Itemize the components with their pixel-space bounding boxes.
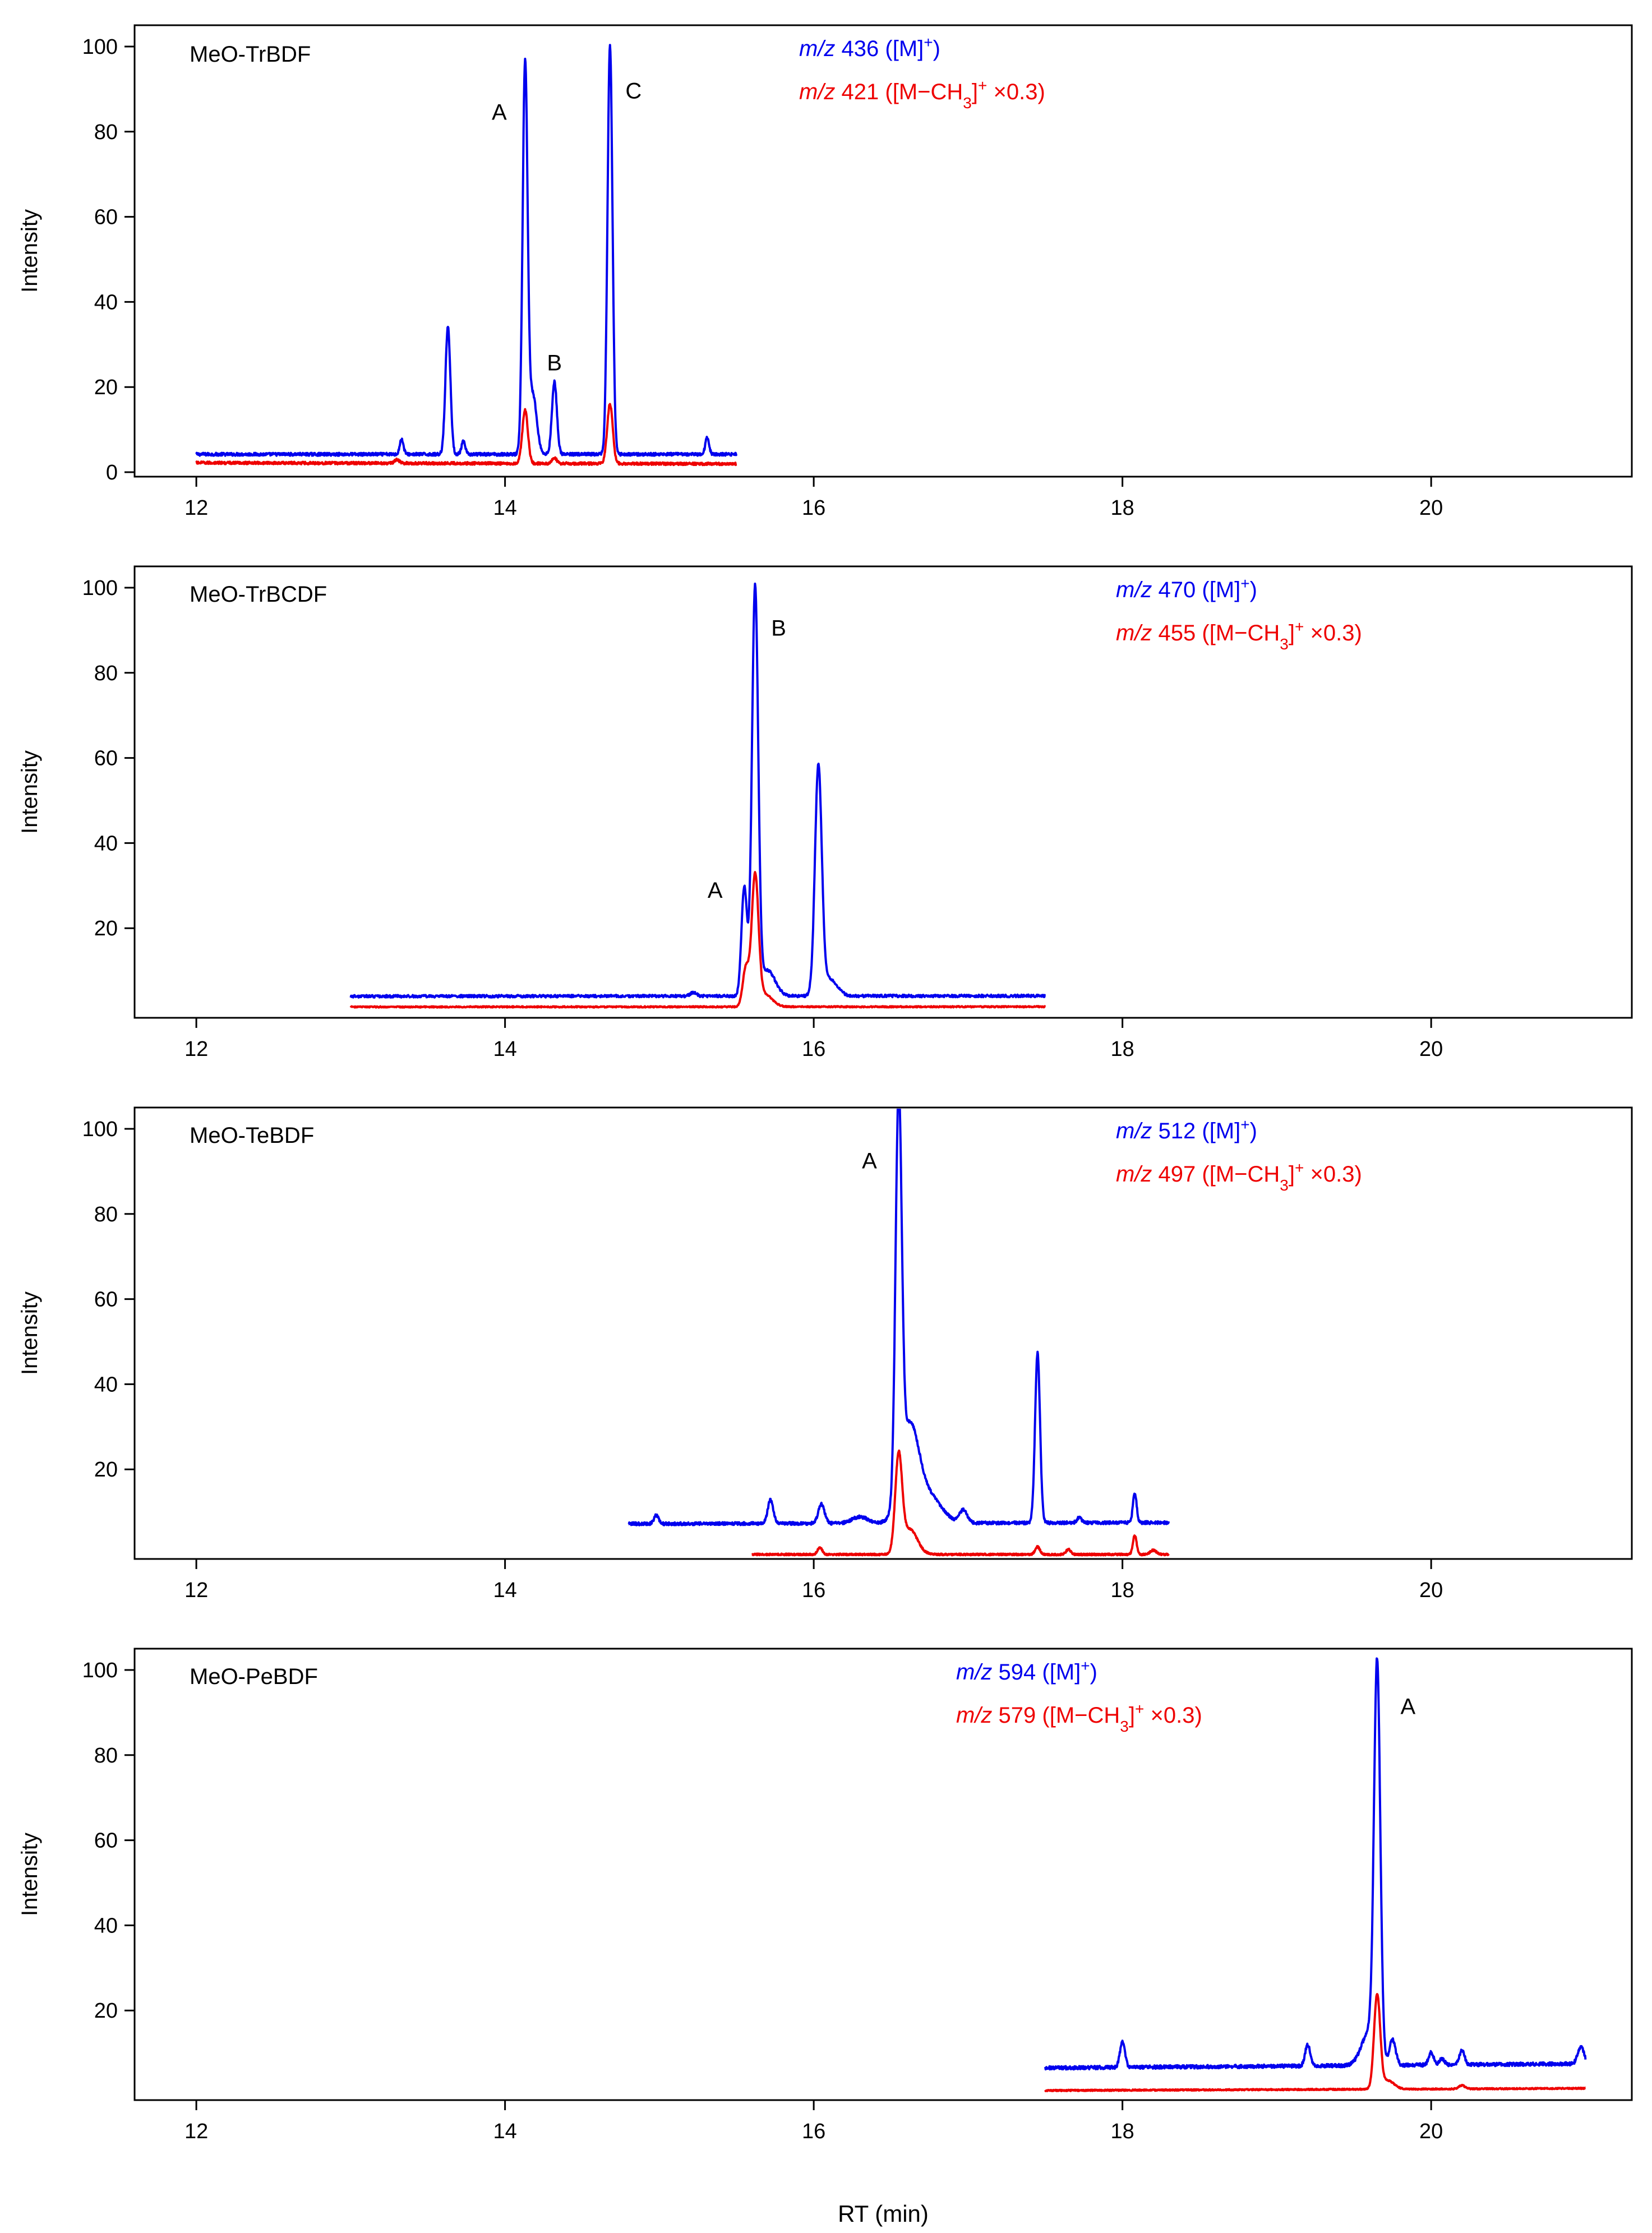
x-tick-label: 12	[184, 496, 208, 520]
peak-label: B	[547, 351, 562, 376]
x-tick-label: 20	[1419, 496, 1443, 520]
y-tick-label: 60	[94, 206, 118, 229]
x-tick-label: 18	[1111, 1579, 1134, 1602]
series-line	[195, 44, 738, 457]
y-axis-label: Intensity	[17, 1291, 42, 1375]
legend-entry: m/z 512 ([M]+)	[1116, 1116, 1257, 1144]
series-line	[349, 582, 1046, 999]
panels: 0 20 40 60 80 100 12 14 16 18 20 Intensity MeO-TrBDF…	[17, 24, 1633, 2143]
x-tick-label: 16	[802, 496, 825, 520]
series-line	[627, 1109, 1170, 1526]
x-tick-label: 18	[1111, 1037, 1134, 1061]
chart-panel-4: 20 40 60 80 100 12 14 16 18 20 Intensity MeO-PeBDF m…	[17, 1648, 1633, 2143]
y-tick-label: 100	[82, 35, 118, 59]
x-tick-label: 16	[802, 2120, 825, 2143]
x-tick-label: 20	[1419, 2120, 1443, 2143]
compound-name: MeO-TrBCDF	[190, 582, 327, 607]
y-tick-label: 60	[94, 1288, 118, 1312]
chart-panel-2: 20 40 60 80 100 12 14 16 18 20 Intensity MeO-TrBCDF…	[17, 565, 1633, 1061]
peak-label: A	[862, 1148, 877, 1173]
peak-label: A	[708, 878, 723, 903]
plot-frame	[133, 565, 1633, 1019]
plot-frame	[133, 24, 1633, 478]
y-tick-label: 80	[94, 1203, 118, 1226]
y-tick-label: 60	[94, 747, 118, 771]
x-tick-label: 20	[1419, 1037, 1443, 1061]
legend-entry: m/z 436 ([M]+)	[799, 34, 940, 62]
y-axis-label: Intensity	[17, 1833, 42, 1916]
y-tick-label: 40	[94, 1914, 118, 1937]
legend-entry: m/z 455 ([M−CH3]+ ×0.3)	[1116, 618, 1362, 653]
y-tick-label: 20	[94, 917, 118, 940]
y-tick-label: 20	[94, 376, 118, 399]
x-tick-label: 18	[1111, 496, 1134, 520]
series-line	[195, 403, 737, 467]
compound-name: MeO-TrBDF	[190, 42, 311, 67]
x-tick-label: 14	[493, 496, 516, 520]
y-tick-label: 80	[94, 1744, 118, 1768]
peak-label: A	[1400, 1694, 1415, 1719]
compound-name: MeO-TeBDF	[190, 1123, 314, 1148]
series-line	[1044, 1993, 1586, 2092]
y-tick-label: 80	[94, 662, 118, 685]
y-axis-label: Intensity	[17, 750, 42, 834]
y-tick-label: 100	[82, 1659, 118, 1682]
peak-label: C	[625, 79, 642, 103]
plot-frame	[133, 1648, 1633, 2101]
series-line	[751, 1449, 1170, 1557]
y-tick-label: 20	[94, 1999, 118, 2023]
x-tick-label: 20	[1419, 1579, 1443, 1602]
chart-panel-1: 0 20 40 60 80 100 12 14 16 18 20 Intensity MeO-TrBDF…	[17, 24, 1633, 520]
x-tick-label: 12	[184, 1579, 208, 1602]
x-tick-label: 16	[802, 1579, 825, 1602]
x-tick-label: 16	[802, 1037, 825, 1061]
y-tick-label: 60	[94, 1829, 118, 1853]
plot-frame	[133, 1106, 1633, 1560]
legend-entry: m/z 579 ([M−CH3]+ ×0.3)	[956, 1700, 1202, 1735]
y-tick-label: 100	[82, 576, 118, 600]
legend-entry: m/z 421 ([M−CH3]+ ×0.3)	[799, 77, 1045, 112]
x-tick-label: 14	[493, 2120, 516, 2143]
peak-label: B	[771, 616, 786, 641]
series-line	[349, 871, 1046, 1009]
legend-entry: m/z 497 ([M−CH3]+ ×0.3)	[1116, 1159, 1362, 1194]
legend-entry: m/z 594 ([M]+)	[956, 1657, 1097, 1685]
y-tick-label: 40	[94, 290, 118, 314]
y-axis-label: Intensity	[17, 209, 42, 293]
series-line	[1044, 1657, 1587, 2071]
peak-label: A	[492, 100, 507, 124]
y-tick-label: 40	[94, 1373, 118, 1396]
legend-entry: m/z 470 ([M]+)	[1116, 575, 1257, 603]
x-axis-label: RT (min)	[838, 2200, 929, 2227]
x-tick-label: 14	[493, 1579, 516, 1602]
y-tick-label: 0	[106, 461, 118, 485]
x-tick-label: 14	[493, 1037, 516, 1061]
chart-panel-3: 20 40 60 80 100 12 14 16 18 20 Intensity MeO-TeBDF m…	[17, 1106, 1633, 1602]
y-tick-label: 80	[94, 121, 118, 144]
y-tick-label: 20	[94, 1458, 118, 1482]
y-tick-label: 100	[82, 1118, 118, 1141]
x-tick-label: 12	[184, 2120, 208, 2143]
x-tick-label: 12	[184, 1037, 208, 1061]
compound-name: MeO-PeBDF	[190, 1664, 318, 1689]
y-tick-label: 40	[94, 832, 118, 855]
x-tick-label: 18	[1111, 2120, 1134, 2143]
